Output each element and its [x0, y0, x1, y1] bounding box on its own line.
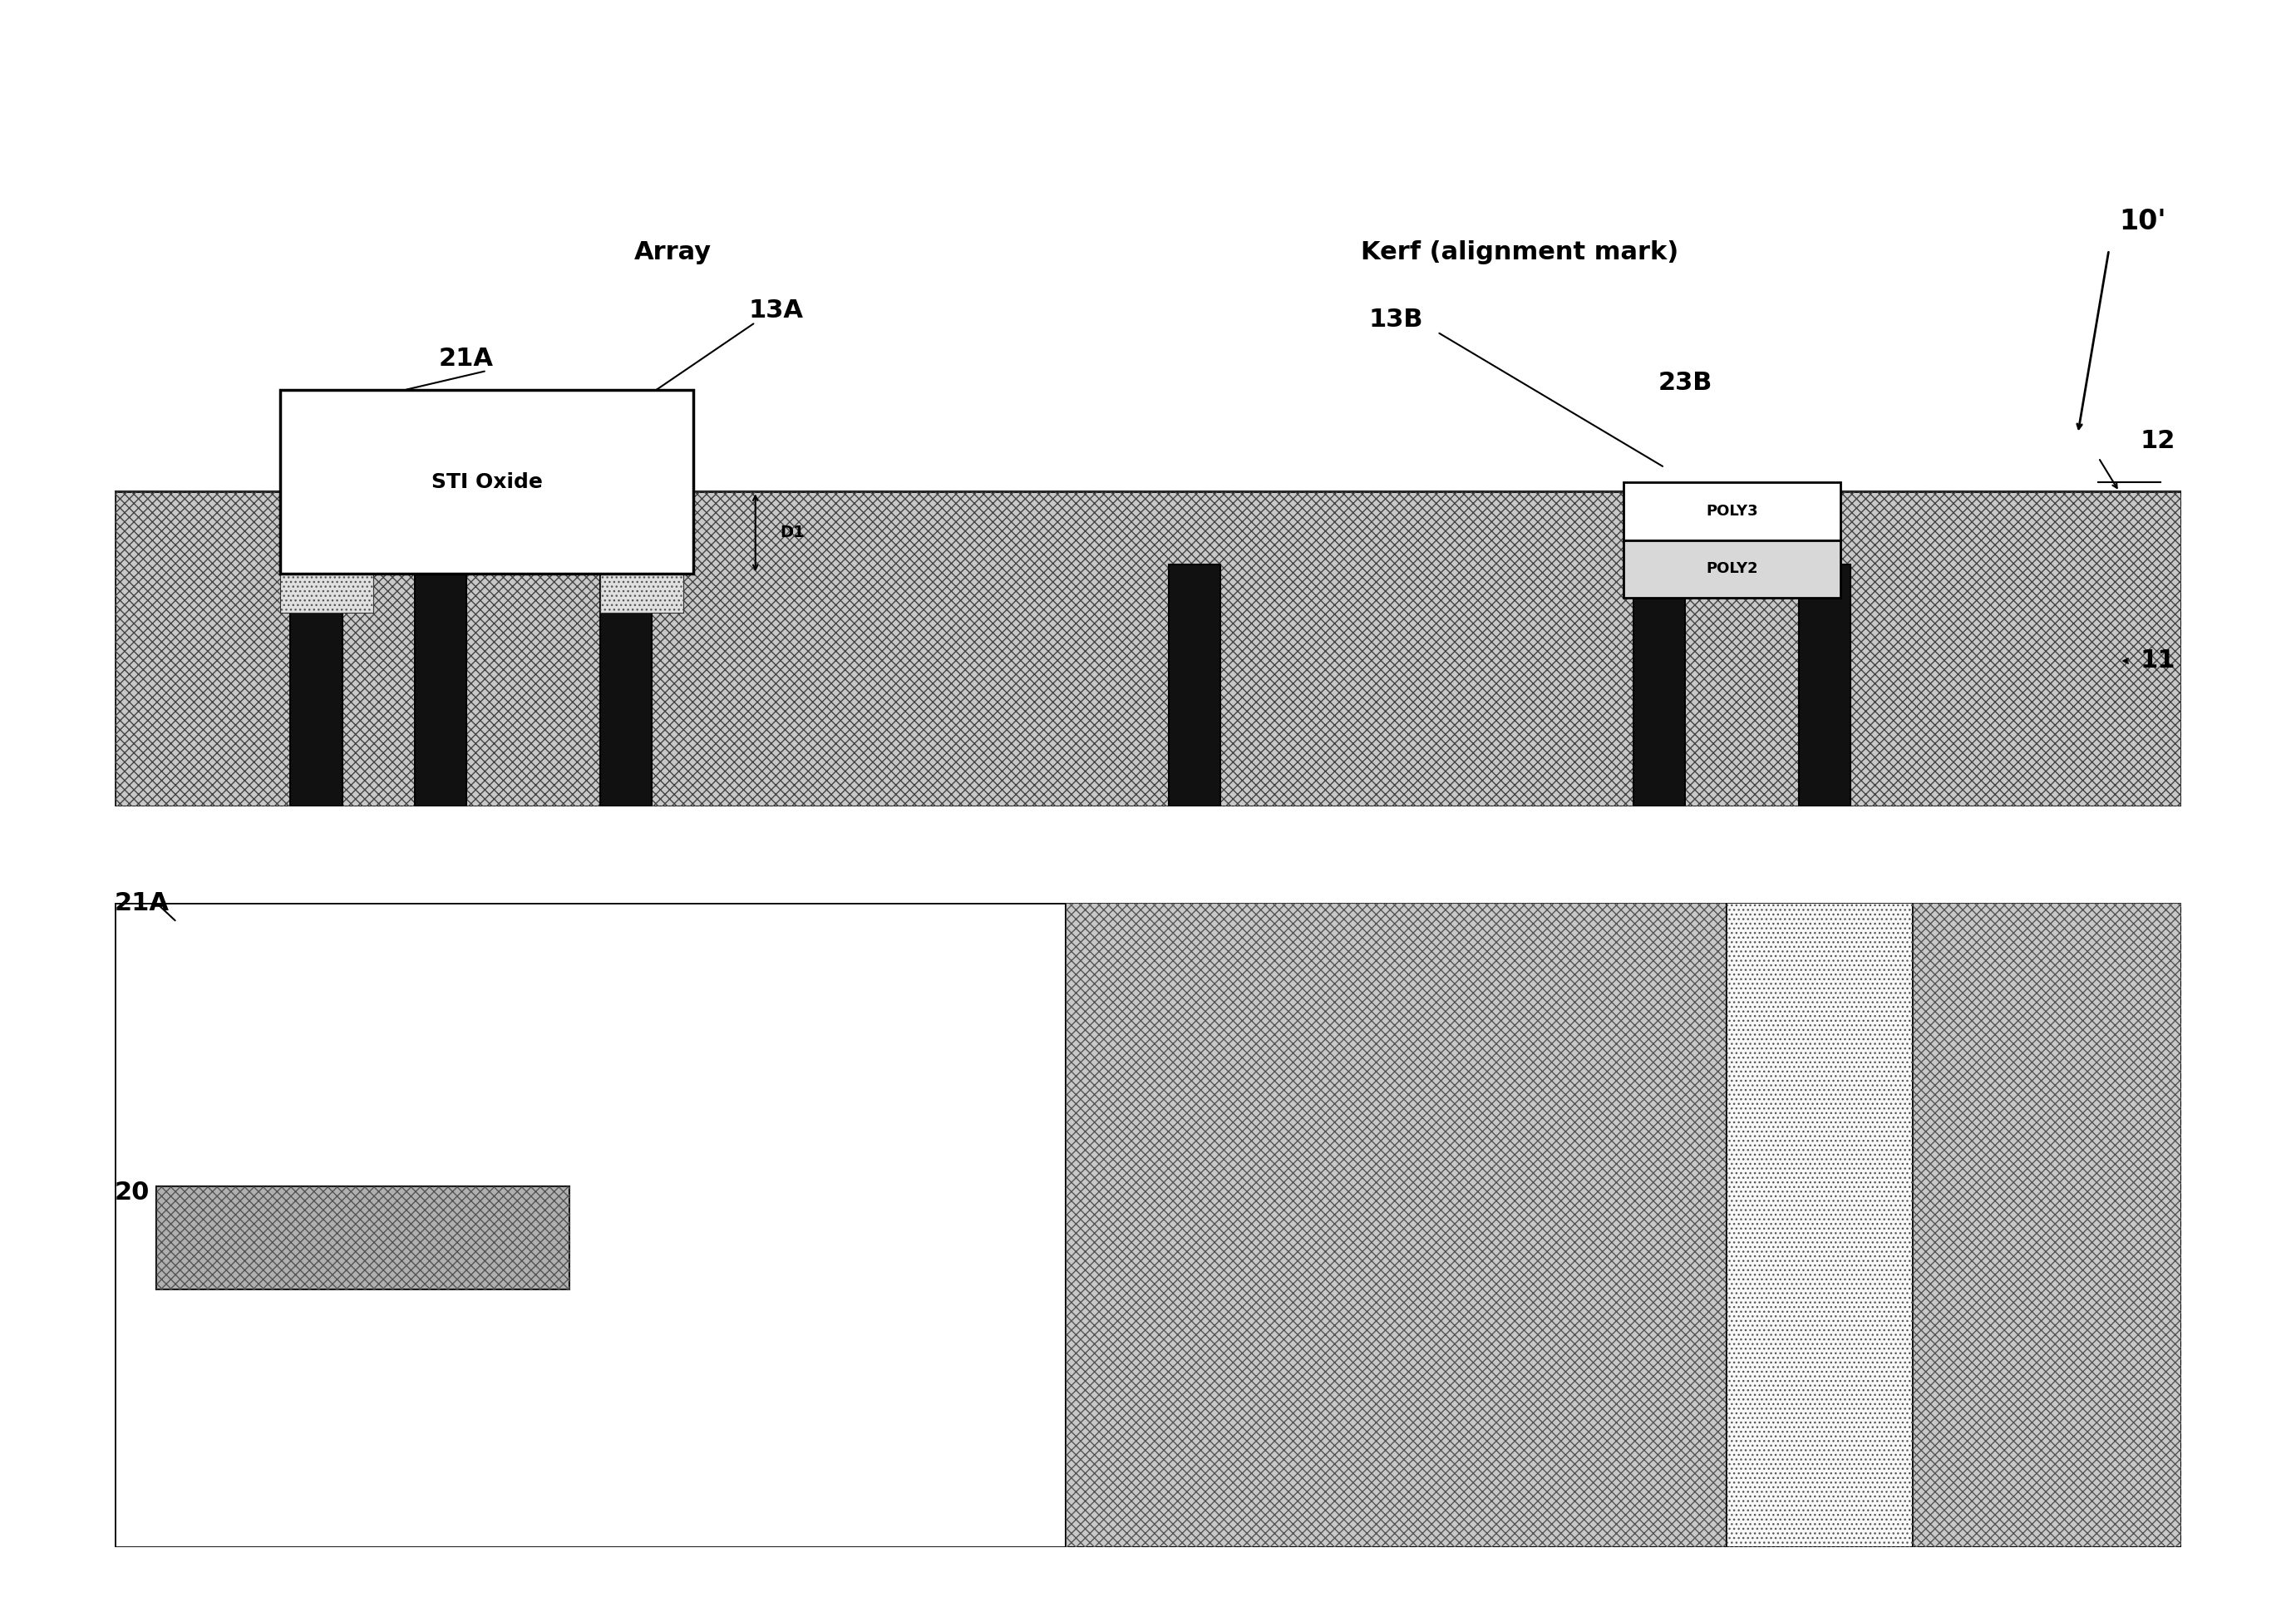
Text: Kerf (alignment mark): Kerf (alignment mark) [1362, 240, 1678, 264]
Text: 21A: 21A [115, 891, 170, 916]
Bar [1065, 903, 1727, 1548]
Bar [1623, 540, 1841, 598]
Text: 23B: 23B [1658, 371, 1713, 395]
Bar [280, 569, 372, 613]
Bar [1727, 903, 1913, 1548]
Text: 11: 11 [2140, 650, 2174, 672]
Bar [1913, 903, 2181, 1548]
Bar [602, 569, 684, 613]
Bar [413, 564, 466, 806]
Bar [602, 564, 652, 806]
Text: POLY3: POLY3 [1706, 503, 1759, 519]
Bar [156, 1186, 569, 1290]
Bar [602, 569, 684, 613]
Bar [1913, 903, 2181, 1548]
Bar [1065, 903, 1727, 1548]
Text: 13B: 13B [1368, 308, 1424, 332]
Text: 20: 20 [115, 1182, 149, 1204]
Text: STI Oxide: STI Oxide [432, 472, 542, 492]
Bar [1635, 564, 1685, 806]
Bar [1169, 564, 1221, 806]
Bar [1800, 564, 1851, 806]
Bar [280, 390, 693, 574]
Text: 21A: 21A [439, 347, 494, 371]
Text: D1: D1 [781, 526, 806, 540]
Bar [280, 569, 372, 613]
Bar [156, 1186, 569, 1290]
Bar [289, 564, 342, 806]
Text: POLY2: POLY2 [1706, 561, 1759, 577]
Text: Array: Array [634, 240, 712, 264]
Bar [115, 492, 2181, 806]
Bar [1623, 482, 1841, 540]
Bar [115, 492, 2181, 806]
Bar [1727, 903, 1913, 1548]
Text: 12: 12 [2140, 429, 2174, 453]
Text: 10': 10' [2119, 208, 2165, 235]
Text: 13A: 13A [748, 298, 804, 322]
